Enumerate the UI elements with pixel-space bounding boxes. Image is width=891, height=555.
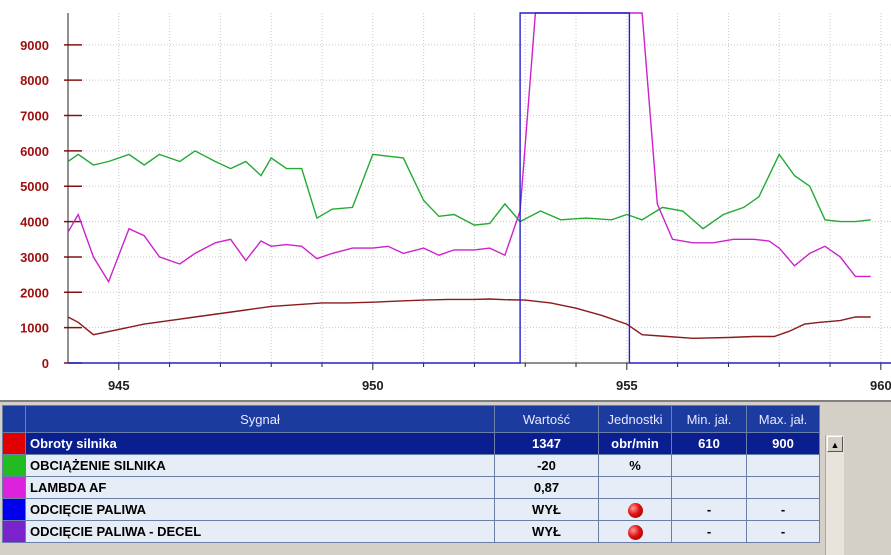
signal-max-idle bbox=[746, 454, 820, 477]
signal-max-idle bbox=[746, 476, 820, 499]
status-led-icon bbox=[627, 502, 643, 518]
signal-unit: obr/min bbox=[598, 432, 672, 455]
triangle-up-icon: ▲ bbox=[830, 440, 840, 450]
signal-row[interactable]: ODCIĘCIE PALIWA WYŁ - - bbox=[2, 498, 820, 521]
signal-unit bbox=[598, 520, 672, 543]
signal-min-idle: 610 bbox=[671, 432, 747, 455]
signal-table: Sygnał Wartość Jednostki Min. jał. Max. … bbox=[2, 405, 820, 543]
vertical-scrollbar[interactable]: ▲ bbox=[825, 435, 844, 555]
signal-name: Obroty silnika bbox=[25, 432, 495, 455]
signal-row[interactable]: LAMBDA AF 0,87 bbox=[2, 476, 820, 499]
y-tick-label: 2000 bbox=[20, 285, 49, 300]
signal-row[interactable]: Obroty silnika 1347 obr/min 610 900 bbox=[2, 432, 820, 455]
signal-min-idle: - bbox=[671, 498, 747, 521]
signal-value: 1347 bbox=[494, 432, 599, 455]
y-tick-label: 7000 bbox=[20, 109, 49, 124]
x-tick-label: 945 bbox=[108, 378, 130, 393]
signal-value: 0,87 bbox=[494, 476, 599, 499]
y-tick-label: 3000 bbox=[20, 250, 49, 265]
y-tick-label: 0 bbox=[42, 356, 49, 371]
signal-unit bbox=[598, 476, 672, 499]
series-color-swatch bbox=[2, 454, 26, 477]
series-line-3 bbox=[68, 12, 891, 364]
chart-area: 9000 8000 7000 6000 5000 4000 3000 2000 1000 0 945… bbox=[20, 12, 891, 393]
signal-value: WYŁ bbox=[494, 520, 599, 543]
signal-max-idle: - bbox=[746, 498, 820, 521]
signal-value: -20 bbox=[494, 454, 599, 477]
header-value[interactable]: Wartość bbox=[494, 405, 599, 433]
x-tick-label: 955 bbox=[616, 378, 638, 393]
series-color-swatch bbox=[2, 498, 26, 521]
signal-value: WYŁ bbox=[494, 498, 599, 521]
scroll-up-button[interactable]: ▲ bbox=[827, 436, 843, 452]
signal-unit: % bbox=[598, 454, 672, 477]
y-tick-label: 1000 bbox=[20, 321, 49, 336]
signal-name: LAMBDA AF bbox=[25, 476, 495, 499]
table-header-row: Sygnał Wartość Jednostki Min. jał. Max. … bbox=[2, 405, 820, 433]
signal-row[interactable]: OBCIĄŻENIE SILNIKA -20% bbox=[2, 454, 820, 477]
series-line-2 bbox=[67, 298, 871, 340]
signal-name: ODCIĘCIE PALIWA - DECEL bbox=[25, 520, 495, 543]
signal-name: OBCIĄŻENIE SILNIKA bbox=[25, 454, 495, 477]
signal-row[interactable]: ODCIĘCIE PALIWA - DECEL WYŁ - - bbox=[2, 520, 820, 543]
y-tick-label: 9000 bbox=[20, 38, 49, 53]
series-line-0 bbox=[67, 150, 871, 230]
status-led-icon bbox=[627, 524, 643, 540]
signal-max-idle: 900 bbox=[746, 432, 820, 455]
signal-name: ODCIĘCIE PALIWA bbox=[25, 498, 495, 521]
series-line-1 bbox=[67, 12, 871, 284]
x-tick-label: 960 bbox=[870, 378, 891, 393]
signal-max-idle: - bbox=[746, 520, 820, 543]
y-tick-label: 4000 bbox=[20, 215, 49, 230]
series-color-swatch bbox=[2, 476, 26, 499]
y-tick-label: 6000 bbox=[20, 144, 49, 159]
y-tick-label: 8000 bbox=[20, 73, 49, 88]
header-max-idle[interactable]: Max. jał. bbox=[746, 405, 820, 433]
signal-unit bbox=[598, 498, 672, 521]
header-unit[interactable]: Jednostki bbox=[598, 405, 672, 433]
x-tick-label: 950 bbox=[362, 378, 384, 393]
panel-margin bbox=[846, 405, 891, 555]
y-tick-label: 5000 bbox=[20, 179, 49, 194]
header-min-idle[interactable]: Min. jał. bbox=[671, 405, 747, 433]
signal-min-idle bbox=[671, 454, 747, 477]
signal-min-idle: - bbox=[671, 520, 747, 543]
series-color-swatch bbox=[2, 520, 26, 543]
signal-min-idle bbox=[671, 476, 747, 499]
line-chart: 9000 8000 7000 6000 5000 4000 3000 2000 1000 0 945… bbox=[20, 12, 891, 393]
signal-panel: Sygnał Wartość Jednostki Min. jał. Max. … bbox=[0, 400, 891, 555]
header-signal[interactable]: Sygnał bbox=[25, 405, 495, 433]
swatch-header bbox=[2, 405, 26, 433]
series-color-swatch bbox=[2, 432, 26, 455]
